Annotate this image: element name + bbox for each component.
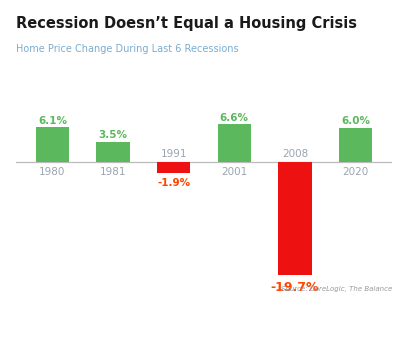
Bar (339, 128, 372, 162)
Text: 2020: 2020 (342, 167, 369, 177)
Bar (218, 124, 251, 162)
Text: 218 Real Estate: 218 Real Estate (20, 318, 124, 331)
Bar (278, 162, 312, 275)
Text: -1.9%: -1.9% (157, 178, 190, 188)
Text: 6.6%: 6.6% (220, 113, 249, 123)
Bar (96, 142, 130, 162)
Text: Source: CoreLogic, The Balance: Source: CoreLogic, The Balance (281, 286, 392, 292)
Text: 2008: 2008 (282, 149, 308, 159)
Text: 6.0%: 6.0% (341, 116, 370, 126)
Text: 1980: 1980 (39, 167, 66, 177)
Text: R: R (362, 318, 372, 331)
Text: 1981: 1981 (100, 167, 126, 177)
Text: -19.7%: -19.7% (271, 281, 319, 294)
Text: ⌂: ⌂ (309, 315, 323, 334)
Text: 3.5%: 3.5% (98, 130, 128, 141)
Text: 1991: 1991 (160, 149, 187, 159)
Bar (157, 162, 190, 173)
Text: 6.1%: 6.1% (38, 116, 67, 126)
Bar (36, 127, 69, 162)
Text: 2001: 2001 (221, 167, 248, 177)
Text: Recession Doesn’t Equal a Housing Crisis: Recession Doesn’t Equal a Housing Crisis (16, 16, 357, 31)
Text: www.218realestate.com: www.218realestate.com (141, 329, 259, 339)
Text: (218) 214-3853: (218) 214-3853 (152, 311, 248, 321)
Text: Home Price Change During Last 6 Recessions: Home Price Change During Last 6 Recessio… (16, 44, 239, 54)
